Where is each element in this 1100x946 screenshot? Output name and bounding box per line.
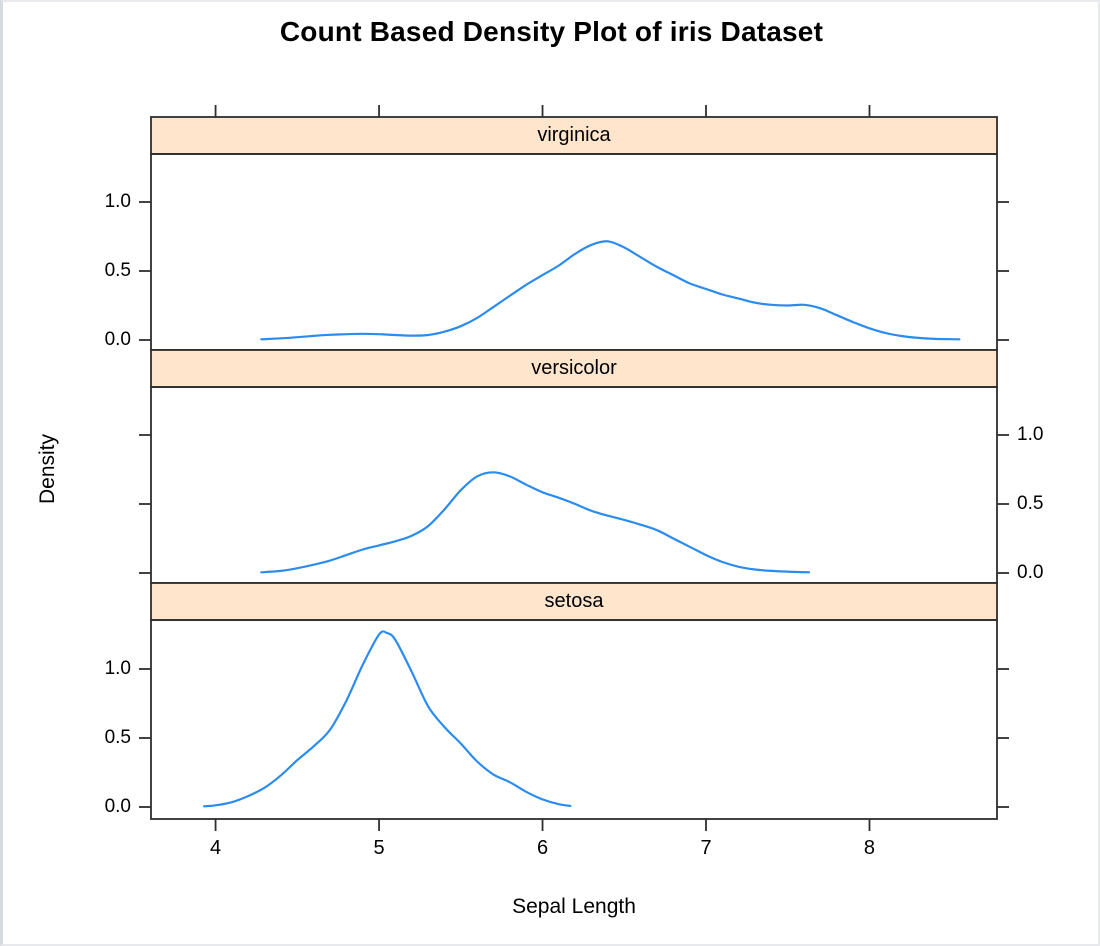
panel-border-virginica [150, 153, 998, 351]
y-tick-label: 1.0 [1017, 424, 1044, 445]
density-curve-versicolor [260, 471, 811, 574]
density-curve-setosa [203, 630, 572, 808]
x-tick-label: 4 [210, 837, 222, 859]
x-tick-label: 6 [536, 837, 549, 859]
x-tick-label: 8 [863, 837, 876, 859]
panel-border-versicolor [150, 386, 998, 584]
y-tick-label: 1.0 [104, 191, 131, 212]
y-tick-label: 0.5 [104, 727, 131, 748]
strip-virginica [150, 116, 998, 155]
y-tick-label: 0.0 [1017, 562, 1044, 583]
y-tick-label: 0.5 [104, 260, 131, 281]
strip-versicolor [150, 349, 998, 388]
chart-title: Count Based Density Plot of iris Dataset [279, 16, 824, 47]
y-tick-label: 0.0 [104, 329, 131, 350]
strip-label-virginica: virginica [537, 124, 611, 146]
density-curve-virginica [260, 240, 961, 341]
panel-border-setosa [150, 619, 998, 820]
y-tick-label: 0.5 [1017, 493, 1044, 514]
strip-label-setosa: setosa [544, 590, 604, 612]
lattice-svg [139, 105, 1009, 831]
x-axis-title: Sepal Length [512, 895, 636, 918]
strip-label-versicolor: versicolor [531, 357, 617, 379]
y-tick-label: 0.0 [104, 796, 131, 817]
strip-setosa [150, 582, 998, 621]
x-tick-label: 7 [700, 837, 712, 859]
y-tick-label: 1.0 [104, 658, 131, 679]
x-tick-label: 5 [373, 837, 385, 859]
